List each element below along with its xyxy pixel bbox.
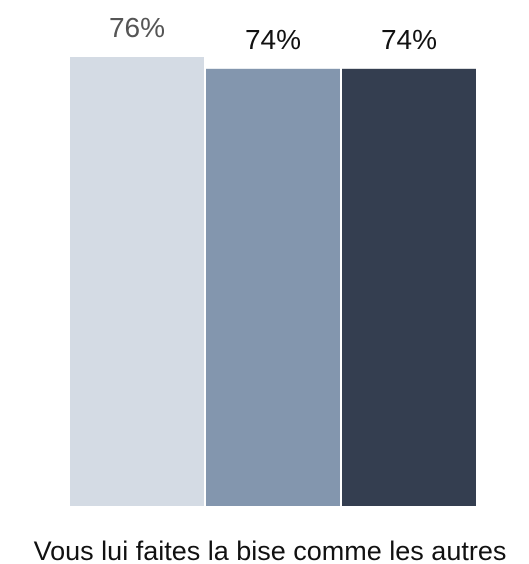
value-label-1: 76% (109, 12, 165, 43)
bars-group (70, 57, 476, 506)
bar-1 (70, 57, 204, 506)
bar-2 (206, 68, 340, 506)
category-label: Vous lui faites la bise comme les autres (34, 536, 507, 564)
bar-3 (342, 68, 476, 506)
value-label-2: 74% (245, 24, 301, 55)
value-label-3: 74% (381, 24, 437, 55)
value-labels-group: 76% 74% 74% (109, 12, 437, 55)
